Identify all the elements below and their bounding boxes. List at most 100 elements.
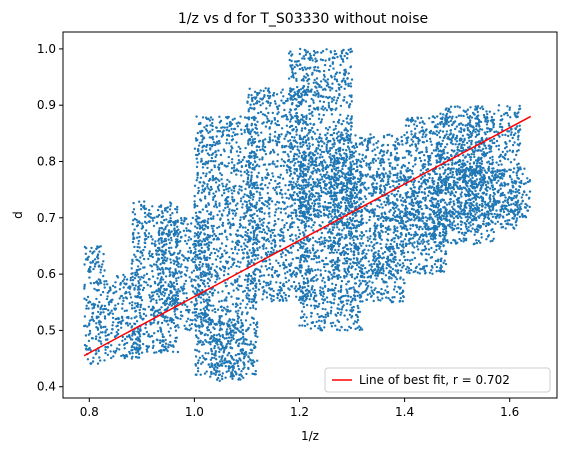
scatter-point	[259, 97, 262, 100]
scatter-point	[227, 291, 230, 295]
scatter-point	[208, 193, 211, 196]
scatter-point	[203, 239, 206, 242]
scatter-point	[297, 268, 300, 271]
scatter-point	[313, 195, 316, 198]
scatter-point	[154, 240, 157, 243]
scatter-point	[156, 208, 160, 212]
scatter-point	[141, 254, 144, 257]
scatter-point	[218, 232, 221, 236]
scatter-point	[212, 237, 216, 241]
scatter-point	[83, 315, 87, 318]
scatter-point	[200, 141, 204, 144]
scatter-point	[137, 352, 141, 356]
scatter-point	[174, 315, 178, 319]
scatter-point	[273, 244, 277, 247]
scatter-point	[131, 307, 134, 310]
scatter-point	[316, 249, 319, 252]
scatter-point	[304, 151, 307, 154]
scatter-point	[208, 253, 212, 257]
scatter-point	[133, 277, 137, 280]
scatter-point	[307, 77, 311, 81]
scatter-point	[213, 164, 216, 167]
scatter-point	[158, 227, 161, 230]
scatter-point	[164, 303, 167, 307]
scatter-point	[179, 310, 183, 314]
scatter-point	[233, 189, 236, 193]
scatter-point	[238, 357, 241, 360]
scatter-point	[173, 227, 176, 230]
scatter-point	[219, 153, 223, 157]
scatter-point	[315, 274, 318, 277]
scatter-point	[241, 324, 245, 327]
scatter-point	[227, 115, 230, 119]
scatter-point	[270, 246, 273, 250]
scatter-point	[318, 85, 321, 89]
scatter-point	[298, 261, 302, 264]
scatter-point	[102, 274, 105, 278]
scatter-point	[354, 211, 358, 215]
scatter-point	[212, 192, 215, 195]
scatter-point	[123, 342, 127, 345]
scatter-point	[209, 144, 212, 147]
scatter-point	[234, 331, 238, 334]
scatter-point	[230, 127, 233, 131]
scatter-point	[213, 353, 216, 357]
scatter-point	[326, 81, 329, 84]
scatter-point	[212, 247, 216, 251]
scatter-point	[319, 153, 322, 156]
scatter-point	[349, 128, 352, 131]
scatter-point	[198, 341, 201, 344]
scatter-point	[232, 212, 235, 215]
scatter-point	[216, 130, 220, 133]
scatter-point	[209, 321, 212, 324]
scatter-point	[329, 312, 332, 315]
scatter-point	[179, 286, 183, 289]
scatter-point	[159, 349, 162, 352]
scatter-point	[225, 328, 229, 331]
scatter-point	[282, 164, 285, 167]
scatter-point	[298, 298, 302, 301]
scatter-point	[203, 224, 207, 227]
scatter-point	[102, 311, 105, 314]
scatter-point	[166, 210, 169, 213]
scatter-point	[227, 267, 230, 270]
scatter-point	[259, 193, 262, 196]
scatter-point	[99, 313, 102, 316]
scatter-point	[221, 126, 224, 129]
scatter-point	[361, 300, 364, 303]
scatter-point	[149, 284, 152, 288]
scatter-point	[254, 253, 257, 257]
scatter-point	[166, 224, 169, 227]
scatter-point	[276, 294, 280, 297]
scatter-point	[295, 169, 298, 173]
scatter-point	[288, 174, 292, 177]
scatter-point	[311, 143, 314, 146]
scatter-point	[314, 299, 317, 303]
scatter-point	[249, 106, 252, 110]
scatter-point	[152, 312, 156, 315]
scatter-point	[205, 205, 208, 208]
scatter-point	[346, 280, 350, 283]
scatter-point	[324, 134, 327, 137]
scatter-point	[358, 210, 361, 213]
scatter-point	[317, 95, 320, 99]
scatter-point	[252, 195, 255, 199]
scatter-point	[263, 289, 266, 292]
scatter-point	[210, 241, 213, 244]
scatter-point	[207, 160, 210, 163]
scatter-point	[218, 139, 221, 143]
scatter-point	[256, 359, 259, 362]
scatter-point	[220, 305, 223, 308]
scatter-point	[230, 365, 234, 368]
scatter-point	[254, 156, 257, 159]
scatter-point	[200, 343, 204, 346]
scatter-point	[231, 263, 235, 266]
scatter-point	[254, 332, 258, 335]
scatter-point	[155, 222, 159, 225]
scatter-point	[294, 198, 297, 201]
scatter-point	[163, 287, 166, 291]
scatter-point	[195, 349, 199, 352]
scatter-point	[241, 158, 244, 162]
scatter-point	[216, 308, 220, 311]
scatter-point	[136, 265, 140, 268]
